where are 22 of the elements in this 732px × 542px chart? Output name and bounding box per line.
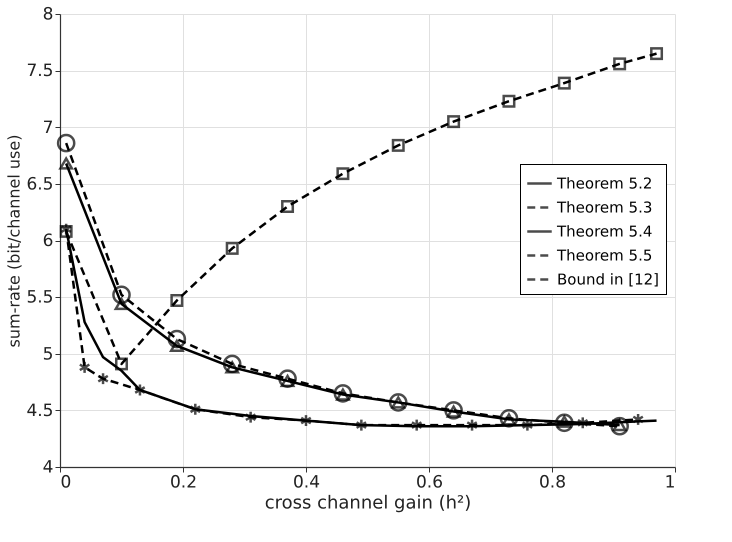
x-tick-label: 0.8: [538, 472, 566, 492]
y-tick-label: 4: [42, 458, 54, 478]
legend-label: Theorem 5.3: [556, 198, 652, 216]
y-tick-label: 7.5: [26, 61, 54, 82]
y-tick-label: 6.5: [26, 174, 54, 194]
y-tick-label: 6: [42, 231, 54, 251]
y-tick-label: 5: [42, 344, 54, 364]
x-tick-label: 0.6: [416, 472, 444, 492]
x-axis-title: cross channel gain (h²): [264, 492, 472, 514]
y-tick-label: 5.5: [26, 288, 54, 308]
x-tick-label: 0.2: [170, 472, 198, 492]
y-axis-title: sum-rate (bit/channel use): [4, 134, 24, 348]
y-tick-label: 8: [42, 4, 54, 24]
legend-label: Bound in [12]: [557, 270, 660, 288]
legend-label: Theorem 5.5: [556, 246, 652, 264]
y-tick-label: 7: [42, 118, 54, 138]
x-tick-label: 0.4: [292, 472, 320, 492]
x-tick-label: 0: [60, 472, 72, 492]
legend-label: Theorem 5.4: [556, 222, 652, 240]
y-tick-label: 4.5: [26, 400, 54, 421]
x-tick-label: 1: [664, 472, 676, 492]
legend-label: Theorem 5.2: [556, 174, 652, 192]
